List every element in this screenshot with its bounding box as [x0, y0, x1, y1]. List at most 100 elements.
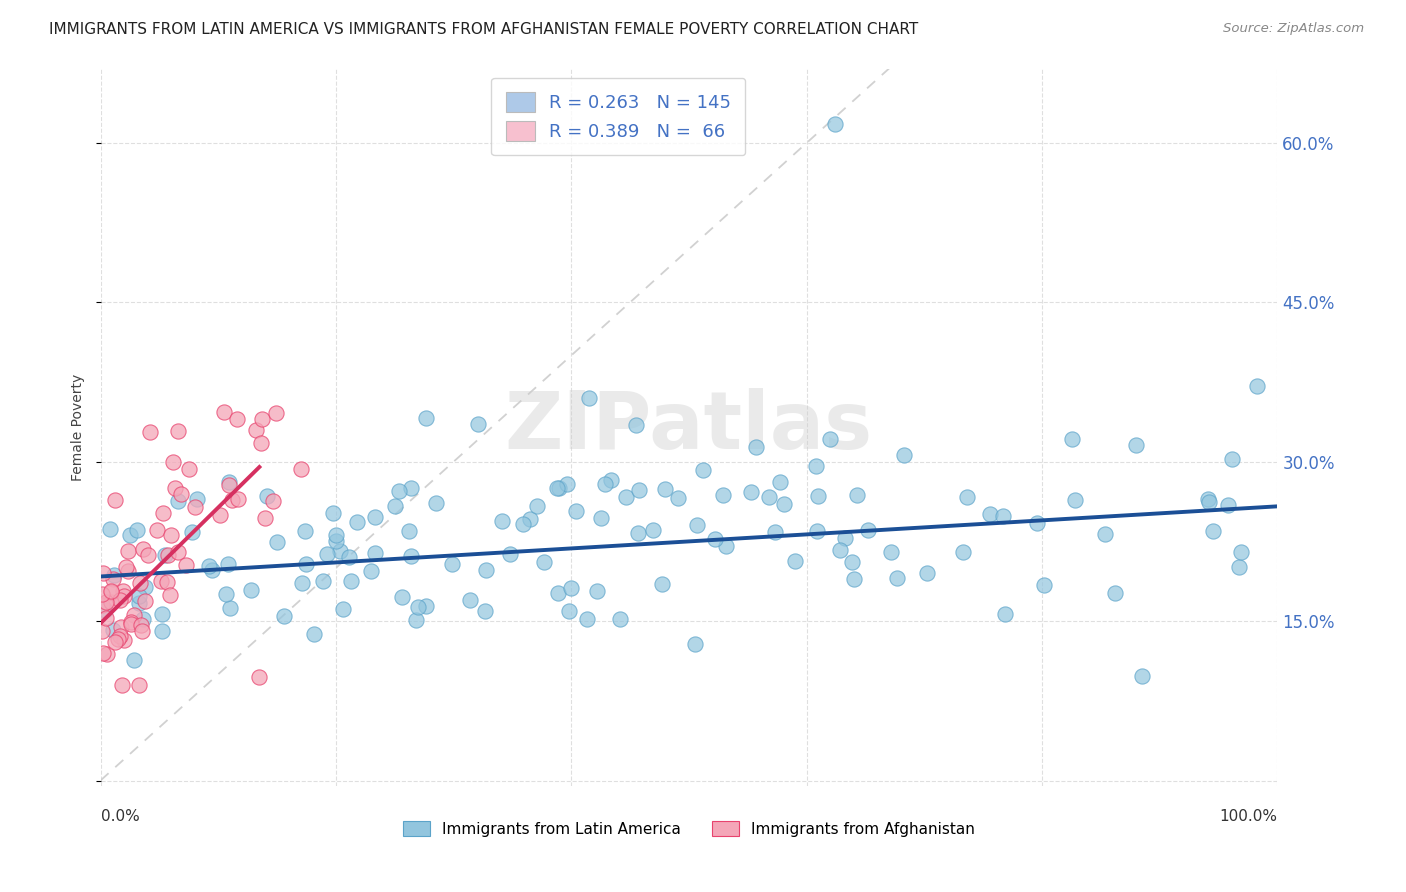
Point	[1202, 524, 1225, 539]
Point	[441, 557, 464, 571]
Point	[651, 577, 673, 591]
Point	[266, 534, 288, 549]
Point	[360, 564, 382, 578]
Point	[221, 493, 243, 508]
Point	[152, 507, 174, 521]
Point	[401, 482, 423, 496]
Point	[406, 599, 429, 614]
Point	[245, 423, 267, 437]
Point	[499, 547, 522, 561]
Point	[110, 678, 132, 692]
Point	[150, 574, 173, 588]
Point	[110, 620, 132, 634]
Point	[364, 546, 387, 560]
Point	[740, 484, 762, 499]
Point	[103, 568, 125, 582]
Point	[628, 483, 651, 498]
Point	[769, 475, 792, 489]
Point	[122, 608, 145, 623]
Point	[186, 491, 208, 506]
Point	[101, 624, 124, 638]
Point	[294, 524, 316, 538]
Point	[198, 559, 221, 574]
Point	[134, 594, 156, 608]
Point	[340, 574, 363, 589]
Legend: R = 0.263   N = 145, R = 0.389   N =  66: R = 0.263 N = 145, R = 0.389 N = 66	[491, 78, 745, 155]
Point	[337, 549, 360, 564]
Point	[302, 626, 325, 640]
Point	[624, 417, 647, 432]
Point	[170, 487, 193, 501]
Point	[256, 489, 278, 503]
Point	[1130, 669, 1153, 683]
Point	[273, 609, 295, 624]
Point	[166, 425, 188, 439]
Point	[575, 612, 598, 626]
Point	[467, 417, 489, 432]
Point	[387, 484, 409, 499]
Point	[226, 491, 249, 506]
Point	[159, 528, 181, 542]
Point	[153, 549, 176, 563]
Point	[1104, 585, 1126, 599]
Point	[1094, 526, 1116, 541]
Point	[329, 543, 352, 558]
Point	[1125, 438, 1147, 452]
Point	[226, 412, 249, 426]
Point	[121, 617, 143, 632]
Point	[1032, 578, 1054, 592]
Point	[893, 448, 915, 462]
Point	[1060, 432, 1083, 446]
Point	[177, 461, 200, 475]
Point	[100, 595, 122, 609]
Point	[546, 481, 568, 495]
Point	[626, 525, 648, 540]
Point	[745, 441, 768, 455]
Point	[250, 412, 273, 426]
Point	[591, 511, 613, 525]
Point	[166, 545, 188, 559]
Point	[100, 583, 122, 598]
Point	[91, 624, 114, 638]
Point	[295, 557, 318, 571]
Point	[346, 515, 368, 529]
Point	[609, 612, 631, 626]
Point	[181, 524, 204, 539]
Point	[112, 633, 135, 648]
Point	[956, 490, 979, 504]
Point	[533, 555, 555, 569]
Point	[991, 509, 1014, 524]
Point	[218, 478, 240, 492]
Point	[94, 603, 117, 617]
Point	[264, 406, 287, 420]
Point	[325, 528, 347, 542]
Point	[763, 524, 786, 539]
Point	[122, 653, 145, 667]
Point	[120, 615, 142, 629]
Point	[818, 432, 841, 446]
Point	[201, 563, 224, 577]
Text: IMMIGRANTS FROM LATIN AMERICA VS IMMIGRANTS FROM AFGHANISTAN FEMALE POVERTY CORR: IMMIGRANTS FROM LATIN AMERICA VS IMMIGRA…	[49, 22, 918, 37]
Point	[131, 618, 153, 632]
Point	[915, 566, 938, 580]
Point	[399, 549, 422, 563]
Point	[108, 629, 131, 643]
Point	[491, 514, 513, 528]
Point	[212, 405, 235, 419]
Text: 100.0%: 100.0%	[1219, 809, 1278, 824]
Point	[128, 589, 150, 603]
Point	[98, 522, 121, 536]
Point	[115, 560, 138, 574]
Point	[218, 475, 240, 489]
Point	[363, 509, 385, 524]
Point	[208, 508, 231, 523]
Point	[152, 607, 174, 621]
Point	[322, 506, 344, 520]
Point	[474, 604, 496, 618]
Text: Source: ZipAtlas.com: Source: ZipAtlas.com	[1223, 22, 1364, 36]
Point	[156, 574, 179, 589]
Point	[128, 575, 150, 590]
Point	[1229, 560, 1251, 574]
Point	[704, 532, 727, 546]
Point	[1246, 378, 1268, 392]
